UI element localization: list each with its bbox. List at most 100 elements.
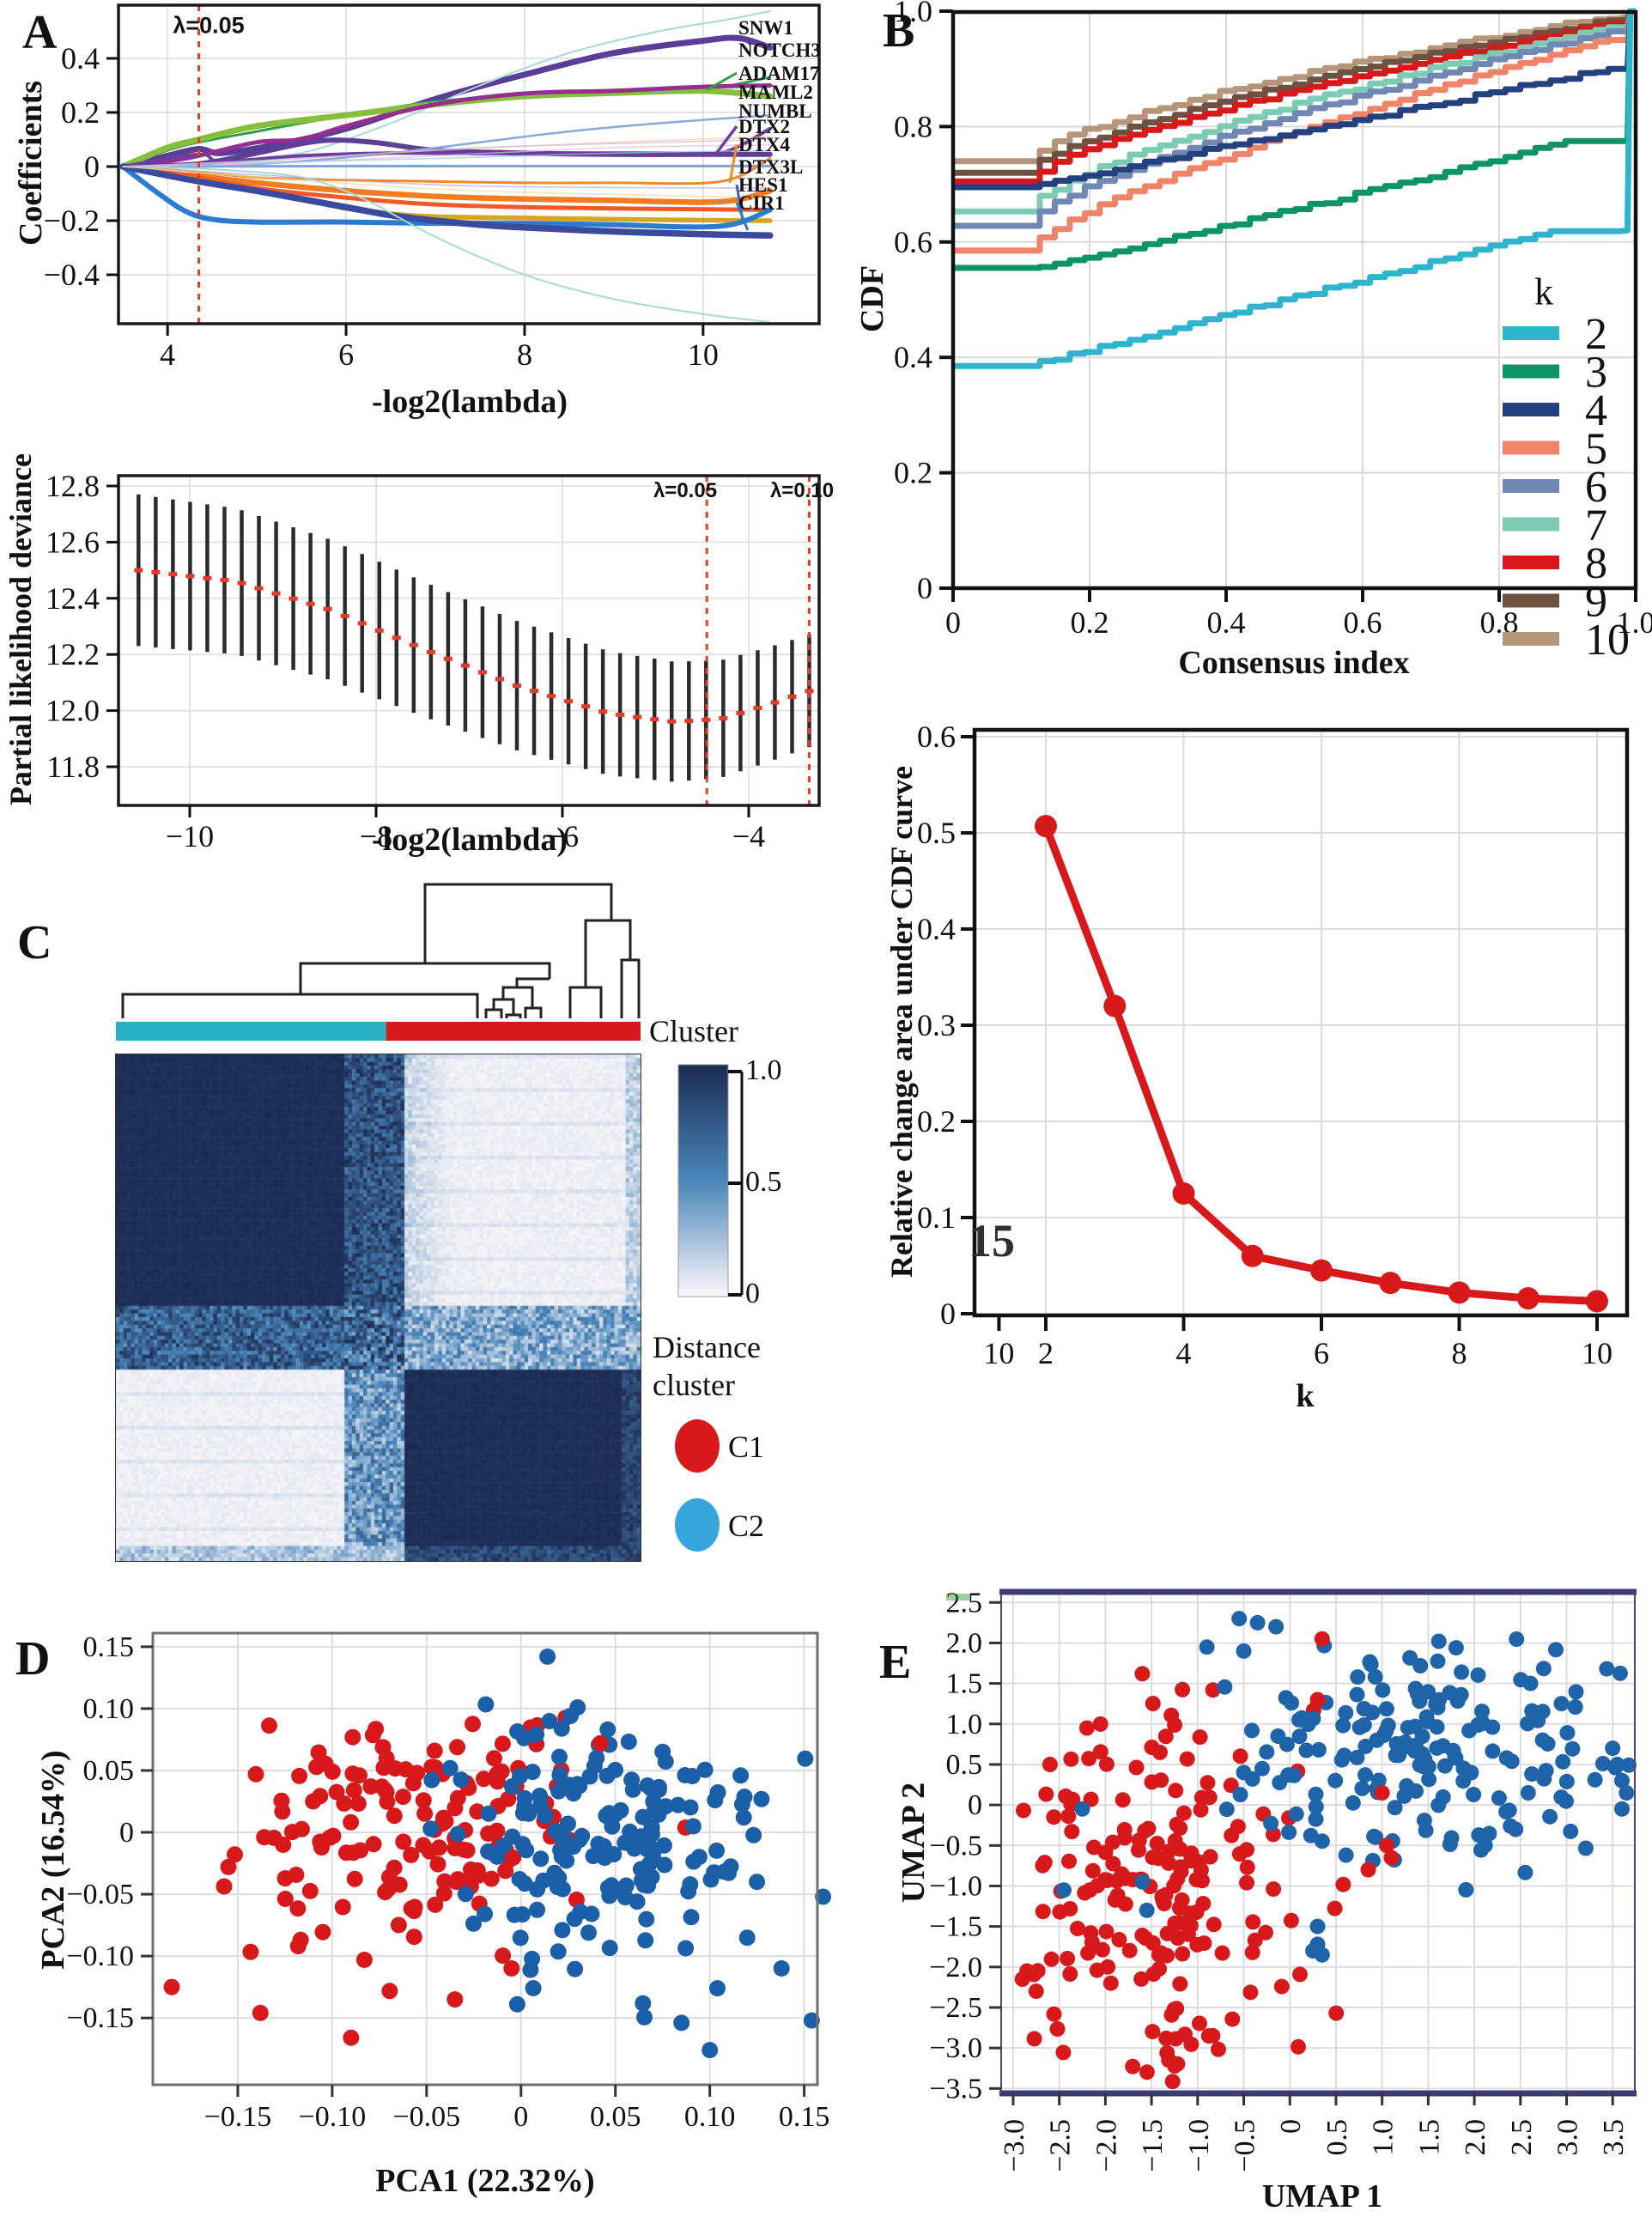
data-point — [614, 1884, 631, 1901]
data-point — [1338, 1704, 1354, 1721]
data-point — [601, 1940, 618, 1957]
x-tick-label: 2.5 — [1506, 2119, 1538, 2156]
y-tick-label: −2.0 — [929, 1952, 982, 1983]
data-point — [1102, 1975, 1119, 1991]
data-point — [1084, 1862, 1101, 1879]
data-point — [1447, 1748, 1463, 1764]
data-point — [1356, 1701, 1372, 1716]
data-point — [1070, 1921, 1085, 1936]
data-point — [682, 1799, 699, 1816]
cluster-c2-label: C2 — [728, 1509, 765, 1543]
data-point — [549, 1879, 566, 1896]
data-point — [1308, 1786, 1324, 1802]
data-point — [1354, 1780, 1370, 1796]
y-tick-label: −0.4 — [44, 258, 100, 292]
data-point — [516, 1789, 533, 1807]
deviance-lambda05-label: λ=0.05 — [653, 479, 718, 502]
y-tick-label: −0.2 — [44, 203, 100, 238]
data-point — [1369, 1732, 1385, 1748]
data-point — [289, 1938, 307, 1955]
cdf-x-title: Consensus index — [1178, 645, 1410, 681]
data-point — [1367, 1669, 1383, 1685]
y-tick-label: −1.5 — [929, 1911, 982, 1943]
data-point — [1167, 2058, 1183, 2074]
data-point — [1374, 1785, 1390, 1801]
x-tick-label: −3.0 — [999, 2119, 1030, 2172]
pca-y-title: PCA2 (16.54%) — [35, 1750, 71, 1970]
data-point — [1406, 1738, 1423, 1753]
data-point — [276, 1891, 294, 1907]
data-point — [446, 1991, 464, 2008]
data-point — [683, 1909, 700, 1926]
data-point — [336, 1795, 353, 1812]
data-point — [483, 1870, 500, 1887]
delta-annotation-15: 15 — [969, 1215, 1015, 1266]
data-point — [324, 1763, 341, 1780]
data-point — [654, 1743, 671, 1760]
data-point — [403, 1900, 420, 1917]
x-tick-label: −0.05 — [392, 2101, 460, 2133]
legend-swatch-k2 — [1503, 326, 1559, 340]
data-point — [1408, 1783, 1424, 1799]
x-tick-label: −1.0 — [1183, 2119, 1215, 2172]
x-tick-label: 4 — [160, 337, 175, 372]
data-point — [1513, 1672, 1529, 1688]
data-point — [1291, 1728, 1308, 1745]
data-point — [1559, 1725, 1576, 1741]
cdf-y-title: CDF — [854, 264, 890, 333]
cdf-curve-k7 — [953, 8, 1636, 215]
data-point — [592, 1734, 609, 1752]
data-point — [1193, 1801, 1209, 1818]
data-point — [486, 1750, 502, 1767]
legend-swatch-k8 — [1503, 556, 1559, 569]
lasso-curve-faint5 — [122, 166, 771, 198]
data-point — [1175, 1805, 1192, 1821]
data-point — [1540, 1735, 1556, 1752]
data-point — [503, 1960, 520, 1977]
data-point — [1218, 1801, 1235, 1818]
data-point — [1052, 1904, 1068, 1920]
lasso-curve-faint2 — [122, 144, 771, 167]
data-point — [624, 1781, 641, 1798]
y-tick-label: −0.5 — [929, 1830, 982, 1862]
x-tick-label: 0 — [1275, 2119, 1307, 2134]
data-point — [656, 1856, 673, 1874]
x-tick-label: 10 — [1582, 1336, 1613, 1370]
data-point — [708, 1842, 726, 1859]
delta-x-title: k — [1296, 1378, 1315, 1414]
panel-a-label: A — [22, 6, 58, 59]
data-point — [449, 1789, 466, 1807]
x-tick-label: 0.4 — [1207, 605, 1246, 640]
data-point — [1283, 1912, 1299, 1928]
data-point — [421, 1843, 438, 1860]
legend-swatch-k4 — [1503, 403, 1559, 416]
panel-b-label: B — [883, 4, 915, 58]
data-point — [480, 1805, 497, 1822]
gene-label-SNW1: SNW1 — [738, 17, 793, 39]
data-point — [1145, 2024, 1161, 2040]
data-point — [567, 1960, 584, 1977]
data-point — [539, 1648, 556, 1665]
data-point — [1192, 1729, 1208, 1746]
data-point — [495, 1947, 512, 1965]
data-point — [310, 1744, 327, 1761]
data-point — [1171, 1900, 1187, 1916]
data-point — [1553, 1696, 1570, 1712]
data-point — [1035, 1904, 1051, 1920]
lasso-curve-orange2 — [120, 164, 773, 212]
data-point — [364, 1727, 381, 1744]
cluster-bar-c2 — [116, 1022, 386, 1041]
data-point — [1270, 1728, 1286, 1744]
y-tick-label: 0.3 — [917, 1008, 956, 1042]
colorbar-tick-0: 0 — [745, 1278, 760, 1309]
data-point — [1217, 1679, 1233, 1695]
data-point — [1378, 1701, 1394, 1717]
data-point — [1137, 1823, 1153, 1839]
data-point — [256, 1829, 273, 1846]
data-point — [607, 1761, 624, 1778]
y-tick-label: 0 — [940, 1297, 956, 1331]
data-point — [1291, 2038, 1306, 2055]
y-tick-label: 0 — [917, 571, 932, 605]
data-point — [1564, 1740, 1581, 1757]
data-point — [1614, 1801, 1630, 1817]
